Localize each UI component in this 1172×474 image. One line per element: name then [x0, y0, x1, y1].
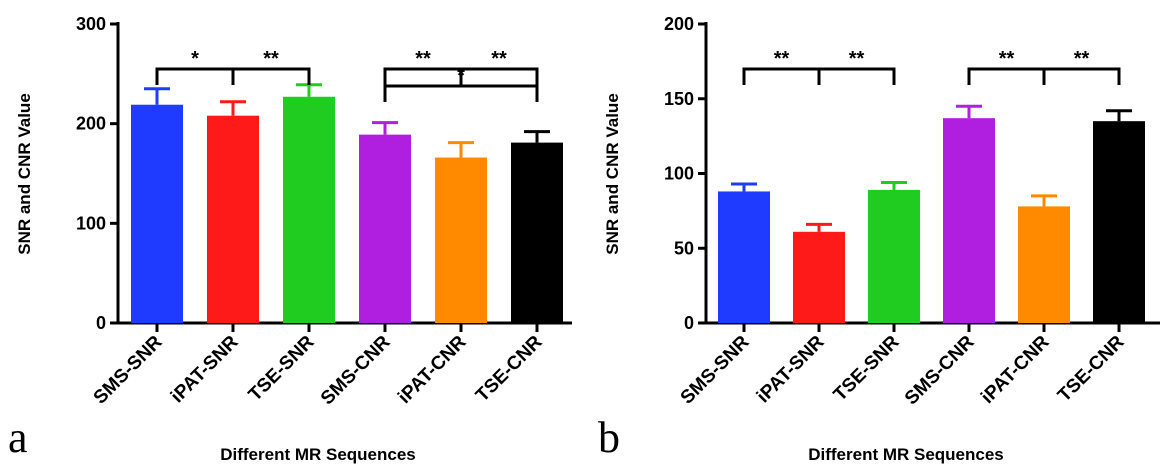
significance-bracket	[155, 67, 235, 85]
significance-label: **	[263, 48, 279, 70]
y-tick-label: 150	[664, 89, 694, 109]
y-axis-title: SNR and CNR Value	[15, 93, 34, 255]
bar	[359, 134, 411, 323]
chart-panel-a: SNR and CNR Value Different MR Sequences…	[8, 14, 572, 464]
x-tick-label: TSE-CNR	[1054, 331, 1129, 406]
y-tick-label: 50	[674, 238, 694, 258]
significance-label: **	[999, 48, 1015, 70]
bar	[793, 231, 845, 323]
y-tick-label: 200	[76, 114, 106, 134]
significance-label: **	[774, 48, 790, 70]
significance-label: **	[1074, 48, 1090, 70]
chart-panel-b: SNR and CNR Value Different MR Sequences…	[598, 14, 1160, 464]
x-axis-title: Different MR Sequences	[220, 445, 416, 464]
x-tick-label: iPAT-SNR	[167, 331, 243, 407]
x-tick-label: SMS-SNR	[90, 331, 167, 408]
y-tick-label: 200	[664, 14, 694, 34]
significance-label: *	[191, 48, 199, 70]
x-tick-label: TSE-CNR	[472, 331, 547, 406]
y-tick-label: 0	[684, 313, 694, 333]
significance-bracket	[1042, 67, 1121, 85]
y-tick-label: 100	[664, 164, 694, 184]
x-axis-title: Different MR Sequences	[808, 445, 1004, 464]
bar	[1093, 121, 1145, 323]
x-tick-label: SMS-SNR	[677, 331, 754, 408]
significance-bracket	[967, 67, 1046, 85]
y-tick-label: 100	[76, 213, 106, 233]
significance-bracket	[459, 67, 539, 85]
x-tick-label: SMS-CNR	[317, 331, 395, 409]
bar	[868, 189, 920, 323]
significance-bracket	[383, 84, 539, 102]
bar	[207, 115, 259, 324]
bar	[131, 104, 183, 323]
significance-bracket	[231, 67, 311, 85]
panel-label: a	[8, 413, 28, 462]
significance-bracket	[383, 67, 463, 85]
x-tick-label: iPAT-CNR	[394, 331, 470, 407]
significance-label: **	[491, 48, 507, 70]
bar	[435, 157, 487, 323]
y-tick-label: 300	[76, 14, 106, 34]
x-tick-label: iPAT-SNR	[753, 331, 829, 407]
bar	[718, 191, 770, 323]
significance-label: *	[457, 65, 465, 87]
x-tick-label: iPAT-CNR	[977, 331, 1053, 407]
significance-bracket	[742, 67, 821, 85]
x-tick-label: TSE-SNR	[830, 331, 904, 405]
panel-label: b	[598, 413, 620, 462]
y-tick-label: 0	[96, 313, 106, 333]
x-tick-label: TSE-SNR	[245, 331, 319, 405]
bar	[1018, 206, 1070, 323]
bar	[283, 96, 335, 323]
bar	[943, 118, 995, 323]
significance-label: **	[849, 48, 865, 70]
bar	[511, 142, 563, 323]
significance-label: **	[415, 48, 431, 70]
significance-bracket	[817, 67, 896, 85]
x-tick-label: SMS-CNR	[901, 331, 979, 409]
y-axis-title: SNR and CNR Value	[603, 93, 622, 255]
